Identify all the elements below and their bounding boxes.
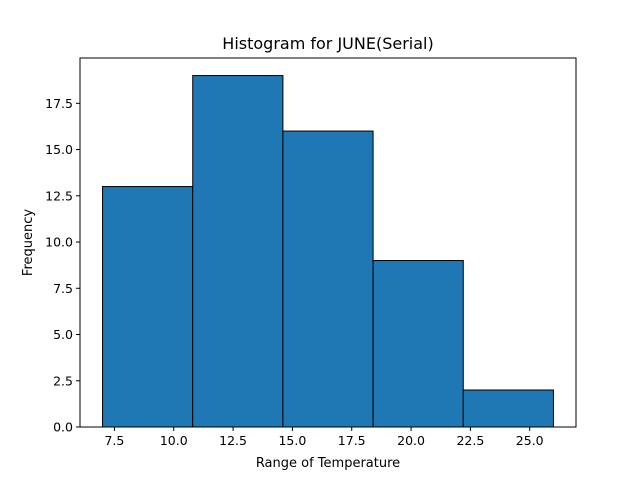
histogram-bar-4 [372,260,464,428]
x-tick-label: 12.5 [219,433,247,448]
histogram-bar-2 [192,75,284,428]
x-tick-label: 22.5 [456,433,484,448]
x-tick-label: 25.0 [516,433,544,448]
histogram-bar-1 [102,186,194,428]
y-tick-label: 0.0 [53,420,73,435]
chart-title: Histogram for JUNE(Serial) [222,34,433,53]
y-tick-label: 2.5 [53,373,73,388]
y-tick-label: 17.5 [45,96,73,111]
histogram-bar-3 [282,130,374,428]
y-tick-label: 5.0 [53,327,73,342]
y-axis-ticks: 0.0 2.5 5.0 7.5 10.0 12.5 15.0 17.5 [45,96,80,435]
x-tick-label: 20.0 [397,433,425,448]
y-axis-label: Frequency [21,209,36,276]
histogram-bar-5 [462,389,554,428]
y-tick-label: 15.0 [45,142,73,157]
x-tick-label: 10.0 [160,433,188,448]
x-axis-label: Range of Temperature [256,456,400,471]
x-tick-label: 7.5 [104,433,124,448]
x-axis-ticks: 7.5 10.0 12.5 15.0 17.5 20.0 22.5 25.0 [104,427,544,448]
x-tick-label: 17.5 [338,433,366,448]
y-tick-label: 10.0 [45,235,73,250]
x-tick-label: 15.0 [278,433,306,448]
bars-group [102,75,554,428]
y-tick-label: 12.5 [45,188,73,203]
y-tick-label: 7.5 [53,281,73,296]
